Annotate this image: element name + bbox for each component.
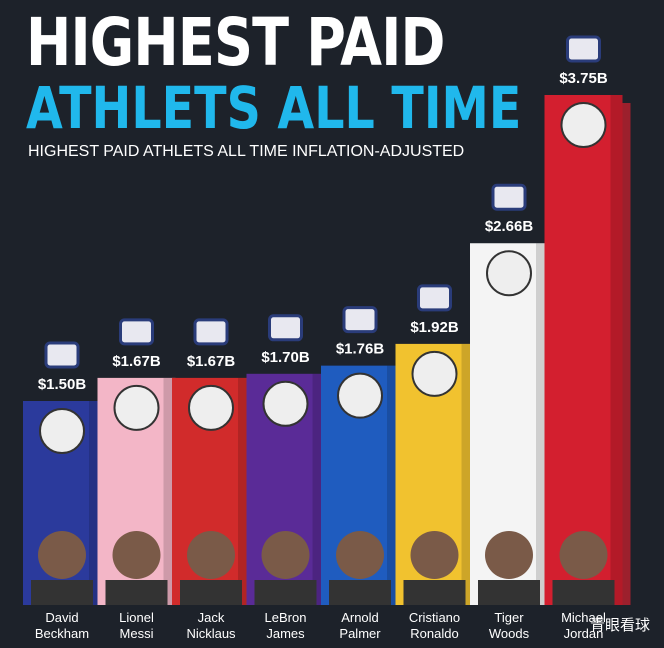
- bar: [544, 95, 623, 605]
- athlete-name: Arnold Palmer: [339, 610, 381, 641]
- player-photo: [187, 531, 235, 579]
- player-photo: [410, 531, 459, 579]
- value-label: $2.66B: [485, 218, 534, 235]
- player-body: [329, 580, 391, 605]
- player-photo: [261, 531, 310, 579]
- athlete-name: Tiger Woods: [488, 610, 530, 641]
- player-body: [31, 580, 93, 605]
- player-body: [180, 580, 242, 605]
- flag: [342, 306, 378, 334]
- flag: [193, 318, 229, 346]
- value-label: $1.67B: [112, 353, 161, 370]
- value-label: $1.92B: [410, 319, 459, 336]
- athlete-name: Michael Jordan: [561, 610, 606, 641]
- player-photo: [485, 531, 533, 579]
- player-photo: [336, 531, 384, 579]
- player-body: [254, 580, 317, 605]
- title: HIGHEST PAID: [26, 4, 445, 81]
- title-line2: ATHLETS ALL TIME: [26, 74, 522, 142]
- flag: [44, 341, 80, 369]
- flag: [268, 314, 303, 342]
- athlete-name: David Beckham: [34, 610, 90, 641]
- athlete-name: LeBron James: [264, 610, 307, 641]
- ball-icon: [262, 380, 309, 427]
- ball-icon: [486, 250, 532, 297]
- value-label: $1.70B: [261, 349, 310, 366]
- value-label: $1.67B: [187, 353, 236, 370]
- value-label: $1.50B: [38, 376, 87, 393]
- player-body: [552, 580, 615, 605]
- athlete-name: Jack Nicklaus: [186, 610, 236, 641]
- bar-shade: [610, 95, 623, 605]
- player-body: [105, 580, 168, 605]
- ball-icon: [39, 408, 85, 454]
- player-photo: [112, 531, 161, 579]
- value-label: $1.76B: [336, 341, 385, 358]
- value-label: $3.75B: [559, 70, 608, 87]
- flag: [119, 318, 154, 346]
- flag: [491, 183, 527, 211]
- player-body: [478, 580, 540, 605]
- subtitle: HIGHEST PAID ATHLETS ALL TIME INFLATION-…: [28, 143, 465, 160]
- ball-icon: [560, 102, 607, 148]
- flag: [566, 35, 601, 63]
- ball-icon: [337, 372, 383, 419]
- ball-icon: [188, 384, 234, 431]
- athlete-name: Cristiano Ronaldo: [408, 610, 461, 641]
- watermark: 青眼看球: [589, 617, 650, 634]
- ball-icon: [113, 384, 160, 431]
- athlete-name: Lionel Messi: [119, 610, 154, 641]
- player-photo: [559, 531, 608, 579]
- ball-icon: [411, 350, 458, 397]
- flag: [417, 284, 452, 312]
- player-photo: [38, 531, 86, 579]
- player-body: [403, 580, 466, 605]
